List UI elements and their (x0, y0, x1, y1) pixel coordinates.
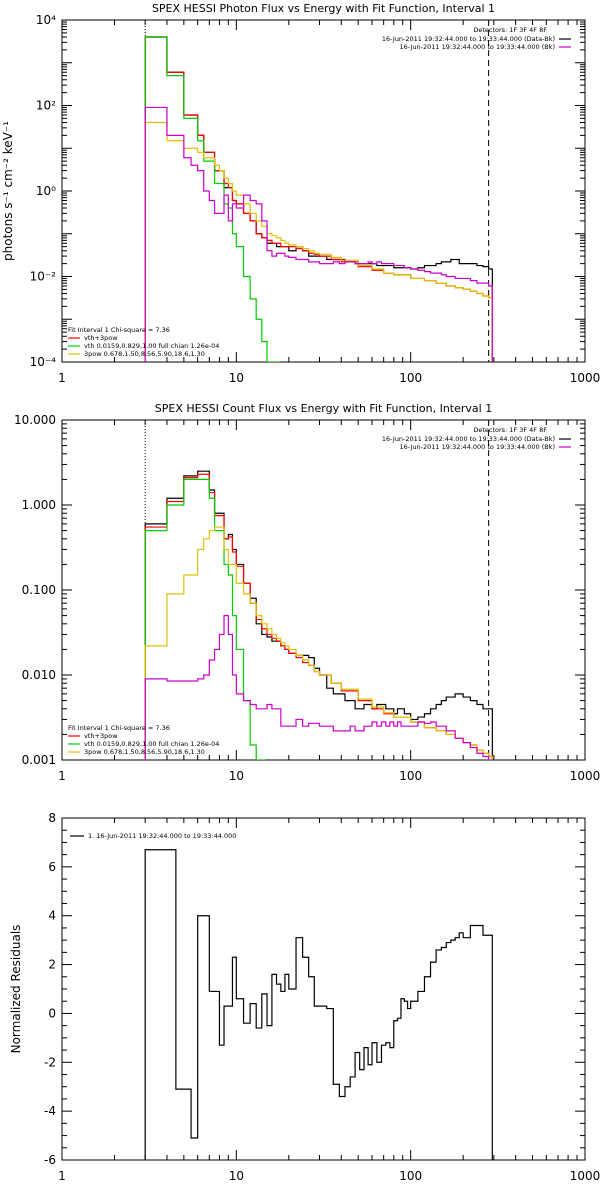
legend-header: Fit Interval 1 Chi-square = 7.36 (68, 326, 170, 334)
y-tick-label: -2 (44, 1055, 56, 1069)
series-line-3 (144, 121, 493, 362)
x-tick-label: 100 (399, 1169, 422, 1183)
y-tick-label: 10⁰ (36, 184, 56, 198)
series-line-1 (144, 473, 493, 760)
chart-panel-0: SPEX HESSI Photon Flux vs Energy with Fi… (1, 2, 600, 385)
legend-entry: 16-Jun-2011 19:32:44.000 to 19:33:44.000… (400, 443, 555, 451)
legend-entry: vth 0.0159,0.829,1.00 full chian 1.26e-0… (84, 740, 219, 748)
y-tick-label: 10⁻² (30, 270, 57, 284)
series-group (144, 849, 493, 1160)
x-tick-label: 1000 (570, 1169, 600, 1183)
legend-entry: 16-Jun-2011 19:32:44.000 to 19:33:44.000… (400, 43, 555, 51)
x-tick-label: 10 (229, 769, 244, 783)
chart-panel-1: SPEX HESSI Count Flux vs Energy with Fit… (14, 402, 600, 783)
series-line-0 (144, 36, 493, 362)
y-tick-label: 6 (48, 860, 56, 874)
legend-entry: 16-Jun-2011 19:32:44.000 to 19:33:44.000… (382, 35, 555, 43)
series-line-0 (144, 849, 493, 1160)
chart-title: SPEX HESSI Count Flux vs Energy with Fit… (155, 402, 492, 415)
series-line-2 (144, 478, 266, 760)
x-tick-label: 10 (229, 1169, 244, 1183)
x-tick-label: 100 (399, 769, 422, 783)
legend-entry: 3pow 0.678,1.50,8.56,5.90,18.6,1.30 (84, 350, 205, 358)
x-tick-label: 100 (399, 371, 422, 385)
legend-entry: 1. 16-Jun-2011 19:32:44.000 to 19:33:44.… (88, 832, 236, 840)
legend-entry: vth+3pow (84, 732, 118, 740)
y-tick-label: 8 (48, 811, 56, 825)
y-tick-label: 0.100 (22, 583, 56, 597)
legend-entry: 3pow 0.678,1.50,8.56,5.90,18.6,1.30 (84, 748, 205, 756)
chart-title: SPEX HESSI Photon Flux vs Energy with Fi… (152, 2, 495, 15)
series-group (144, 36, 493, 362)
plot-frame (61, 19, 586, 363)
y-tick-label: -4 (44, 1104, 56, 1118)
legend-entry: 16-Jun-2011 19:32:44.000 to 19:33:44.000… (382, 435, 555, 443)
chart-panel-2: Normalized Residuals 1 10 100 1000 -6 -4 -2 0 2 4 6… (9, 811, 600, 1183)
series-line-1 (144, 36, 493, 362)
y-tick-label: 10⁴ (36, 13, 56, 27)
x-tick-label: 1000 (570, 769, 600, 783)
x-tick-label: 1000 (570, 371, 600, 385)
y-axis-label: Normalized Residuals (9, 925, 23, 1054)
series-line-4 (144, 614, 493, 760)
plot-frame (61, 419, 586, 761)
y-tick-label: 4 (48, 909, 56, 923)
y-tick-label: 10.000 (14, 413, 56, 427)
y-tick-label: 0.001 (22, 753, 56, 767)
series-group (144, 470, 493, 760)
y-tick-label: 0.010 (22, 668, 56, 682)
x-tick-label: 10 (229, 371, 244, 385)
plot-frame (61, 817, 586, 1161)
series-line-2 (144, 36, 281, 362)
legend-entry: vth 0.0159,0.829,1.00 full chian 1.26e-0… (84, 342, 219, 350)
legend-header: Detectors: 1F 3F 4F 8F (473, 426, 547, 434)
y-tick-label: 2 (48, 958, 56, 972)
legend-header: Fit Interval 1 Chi-square = 7.36 (68, 724, 170, 732)
series-line-0 (144, 470, 493, 760)
series-line-4 (144, 106, 493, 362)
y-tick-label: 10⁻⁴ (30, 355, 57, 369)
x-tick-label: 1 (58, 769, 66, 783)
x-tick-label: 1 (58, 371, 66, 385)
series-line-3 (144, 526, 493, 760)
y-axis-label: photons s⁻¹ cm⁻² keV⁻¹ (1, 121, 15, 261)
legend-entry: vth+3pow (84, 334, 118, 342)
y-tick-label: 10² (36, 99, 56, 113)
y-tick-label: 1.000 (22, 498, 56, 512)
x-tick-label: 1 (58, 1169, 66, 1183)
y-tick-label: 0 (48, 1006, 56, 1020)
y-tick-label: -6 (44, 1153, 56, 1167)
legend-header: Detectors: 1F 3F 4F 8F (473, 26, 547, 34)
